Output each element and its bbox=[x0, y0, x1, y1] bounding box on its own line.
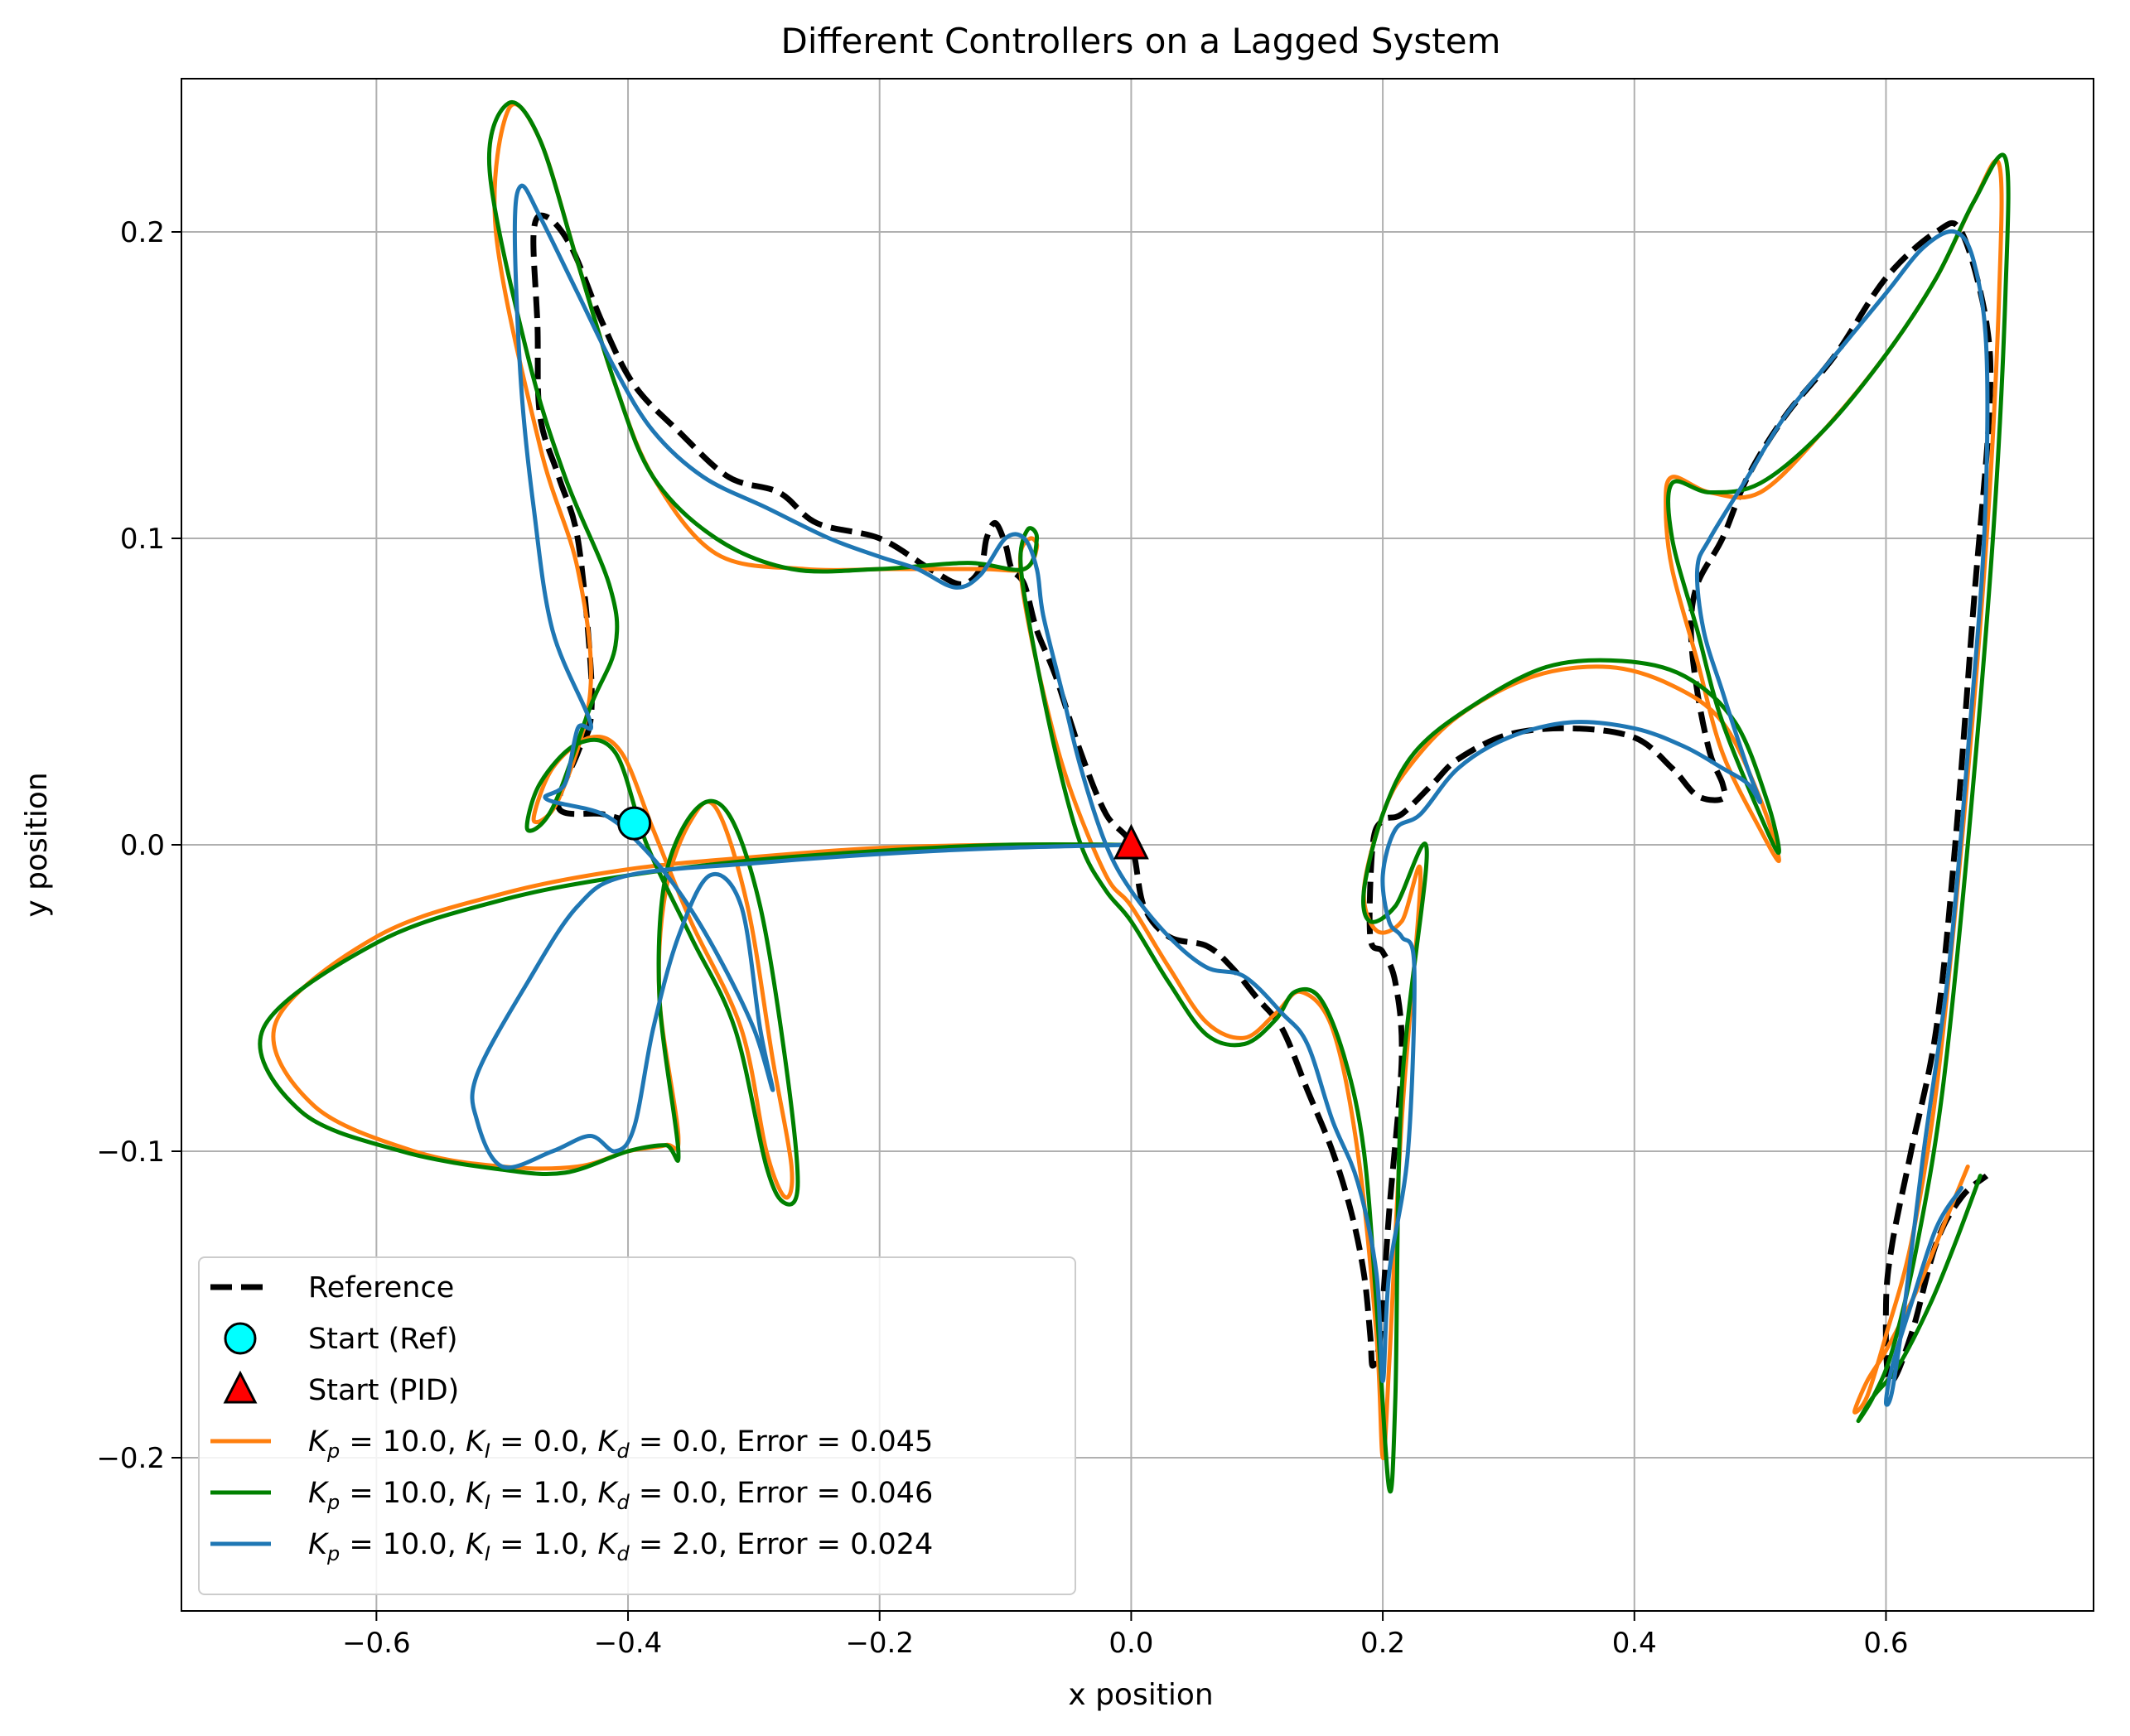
legend-error-value: 0.045 bbox=[850, 1425, 933, 1459]
y-tick-label: 0.0 bbox=[120, 829, 165, 862]
x-tick-label: 0.2 bbox=[1360, 1627, 1405, 1660]
legend-box bbox=[198, 1256, 1076, 1595]
series-line-pid-c bbox=[470, 183, 1990, 1407]
start-markers bbox=[617, 806, 1149, 860]
legend-error-value: 0.046 bbox=[850, 1477, 933, 1510]
legend-ki-value: 1.0 bbox=[534, 1477, 580, 1510]
legend-ki-value: 0.0 bbox=[534, 1425, 580, 1459]
legend: Reference Start (Ref) Start (PID) Kp = 10.0… bbox=[198, 1256, 1076, 1595]
legend-kp-value: 10.0 bbox=[383, 1477, 447, 1510]
x-tick-label: 0.4 bbox=[1612, 1627, 1657, 1660]
start-ref-marker bbox=[617, 806, 652, 841]
x-tick-label: −0.2 bbox=[845, 1627, 914, 1660]
x-tick-label: 0.0 bbox=[1108, 1627, 1153, 1660]
plot-series bbox=[258, 99, 2011, 1494]
legend-kp-value: 10.0 bbox=[383, 1528, 447, 1561]
legend-kd-value: 0.0 bbox=[672, 1425, 718, 1459]
x-tick-label: −0.4 bbox=[594, 1627, 663, 1660]
legend-label-pid-a: Kp = 10.0, KI = 0.0, Kd = 0.0, Error = 0… bbox=[308, 1425, 933, 1463]
start-pid-marker bbox=[1113, 823, 1149, 860]
legend-label-pid-c: Kp = 10.0, KI = 1.0, Kd = 2.0, Error = 0… bbox=[308, 1528, 933, 1565]
legend-handle-start-pid bbox=[223, 1370, 258, 1404]
y-tick-label: 0.1 bbox=[120, 523, 165, 556]
axis-ticks: −0.6 −0.4 −0.2 0.0 0.2 0.4 0.6 0.2 0.1 0.0 −0.1 −0.… bbox=[96, 216, 1908, 1660]
legend-kd-value: 2.0 bbox=[672, 1528, 718, 1561]
x-tick-label: −0.6 bbox=[342, 1627, 411, 1660]
x-tick-label: 0.6 bbox=[1863, 1627, 1908, 1660]
series-line-pid-b bbox=[258, 99, 2011, 1494]
legend-label-reference: Reference bbox=[308, 1271, 454, 1304]
y-axis-label: y position bbox=[20, 772, 54, 917]
chart-title: Different Controllers on a Lagged System bbox=[781, 21, 1501, 61]
legend-handle-start-ref bbox=[224, 1322, 257, 1355]
legend-label-pid-b: Kp = 10.0, KI = 1.0, Kd = 0.0, Error = 0… bbox=[308, 1477, 933, 1514]
y-tick-label: −0.2 bbox=[96, 1442, 165, 1475]
x-axis-label: x position bbox=[1068, 1678, 1213, 1712]
legend-kp-value: 10.0 bbox=[383, 1425, 447, 1459]
legend-kd-value: 0.0 bbox=[672, 1477, 718, 1510]
legend-error-value: 0.024 bbox=[850, 1528, 933, 1561]
legend-ki-value: 1.0 bbox=[534, 1528, 580, 1561]
y-tick-label: −0.1 bbox=[96, 1136, 165, 1169]
y-tick-label: 0.2 bbox=[120, 216, 165, 249]
legend-label-start-ref: Start (Ref) bbox=[308, 1323, 458, 1356]
legend-label-start-pid: Start (PID) bbox=[308, 1374, 459, 1407]
